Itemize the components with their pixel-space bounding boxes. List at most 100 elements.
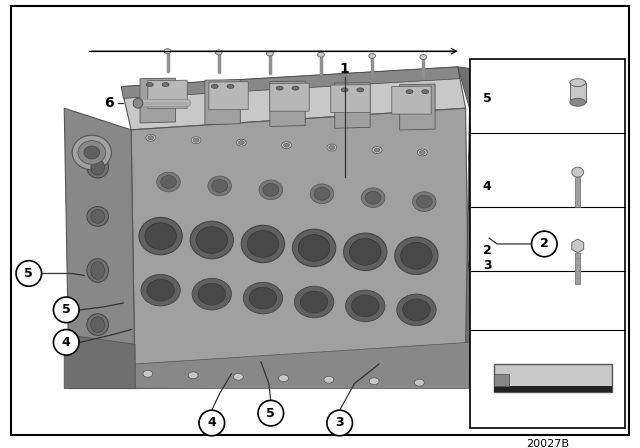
Polygon shape (270, 81, 305, 126)
Ellipse shape (570, 99, 586, 106)
Ellipse shape (72, 135, 111, 170)
Circle shape (199, 410, 225, 436)
Polygon shape (209, 82, 248, 110)
Ellipse shape (145, 223, 177, 250)
Circle shape (327, 410, 353, 436)
Circle shape (133, 99, 143, 108)
Ellipse shape (238, 141, 244, 145)
Polygon shape (494, 386, 612, 392)
Ellipse shape (141, 275, 180, 306)
Ellipse shape (369, 53, 376, 58)
Ellipse shape (468, 146, 483, 168)
Ellipse shape (349, 238, 381, 265)
Ellipse shape (278, 375, 289, 382)
Polygon shape (494, 364, 612, 392)
Ellipse shape (314, 187, 330, 200)
Ellipse shape (212, 180, 228, 192)
Ellipse shape (91, 159, 104, 175)
FancyBboxPatch shape (575, 253, 580, 284)
Polygon shape (64, 335, 135, 388)
Ellipse shape (139, 217, 182, 255)
Ellipse shape (247, 231, 278, 257)
FancyBboxPatch shape (575, 177, 580, 207)
Ellipse shape (341, 88, 348, 92)
Ellipse shape (191, 137, 201, 144)
Ellipse shape (259, 180, 283, 200)
Ellipse shape (468, 255, 483, 276)
Ellipse shape (87, 156, 109, 178)
Ellipse shape (357, 88, 364, 92)
Ellipse shape (292, 86, 299, 90)
Ellipse shape (87, 207, 109, 226)
Text: 5: 5 (266, 407, 275, 420)
Ellipse shape (263, 184, 278, 196)
Ellipse shape (284, 143, 289, 147)
Ellipse shape (415, 379, 424, 386)
Ellipse shape (143, 370, 153, 377)
Polygon shape (392, 86, 431, 114)
Ellipse shape (412, 192, 436, 211)
Text: 2: 2 (483, 244, 492, 257)
Ellipse shape (422, 90, 429, 94)
Ellipse shape (282, 142, 291, 149)
Circle shape (53, 330, 79, 355)
Ellipse shape (196, 227, 228, 253)
Ellipse shape (190, 221, 234, 258)
Ellipse shape (192, 278, 232, 310)
Ellipse shape (292, 229, 336, 267)
Ellipse shape (369, 378, 379, 385)
Polygon shape (494, 374, 509, 386)
Ellipse shape (84, 146, 100, 159)
Polygon shape (131, 108, 470, 388)
Ellipse shape (570, 79, 586, 86)
Ellipse shape (395, 237, 438, 275)
Ellipse shape (317, 52, 324, 57)
Text: 4: 4 (207, 417, 216, 430)
Ellipse shape (374, 148, 380, 152)
Ellipse shape (300, 291, 328, 313)
Ellipse shape (351, 295, 379, 317)
Ellipse shape (419, 151, 425, 155)
Ellipse shape (243, 282, 283, 314)
Ellipse shape (188, 372, 198, 379)
Ellipse shape (365, 191, 381, 204)
Ellipse shape (397, 294, 436, 326)
Ellipse shape (417, 195, 432, 208)
Ellipse shape (329, 146, 335, 150)
Text: 3: 3 (335, 417, 344, 430)
Polygon shape (140, 78, 175, 123)
Ellipse shape (157, 172, 180, 192)
Polygon shape (335, 82, 370, 128)
Ellipse shape (227, 84, 234, 88)
Text: 6: 6 (104, 96, 113, 110)
Ellipse shape (234, 373, 243, 380)
Text: 5: 5 (483, 92, 492, 105)
Polygon shape (331, 85, 370, 112)
Ellipse shape (164, 49, 171, 54)
Ellipse shape (372, 146, 382, 154)
Circle shape (53, 297, 79, 323)
Ellipse shape (276, 86, 283, 90)
Polygon shape (122, 67, 465, 130)
Text: 3: 3 (483, 259, 492, 272)
Ellipse shape (362, 188, 385, 207)
Ellipse shape (310, 184, 334, 204)
Ellipse shape (241, 225, 285, 263)
Ellipse shape (215, 50, 222, 55)
Ellipse shape (148, 136, 154, 140)
Text: 20027B: 20027B (525, 439, 569, 448)
Text: 2: 2 (540, 237, 548, 250)
Polygon shape (135, 342, 470, 388)
Polygon shape (205, 80, 241, 125)
Polygon shape (458, 67, 492, 349)
Ellipse shape (87, 258, 109, 282)
FancyBboxPatch shape (570, 82, 586, 102)
Ellipse shape (147, 82, 153, 86)
Ellipse shape (236, 139, 246, 146)
Polygon shape (122, 67, 460, 99)
Ellipse shape (147, 280, 175, 301)
Ellipse shape (198, 283, 225, 305)
Ellipse shape (193, 138, 199, 142)
Ellipse shape (324, 376, 334, 383)
Ellipse shape (266, 51, 273, 56)
